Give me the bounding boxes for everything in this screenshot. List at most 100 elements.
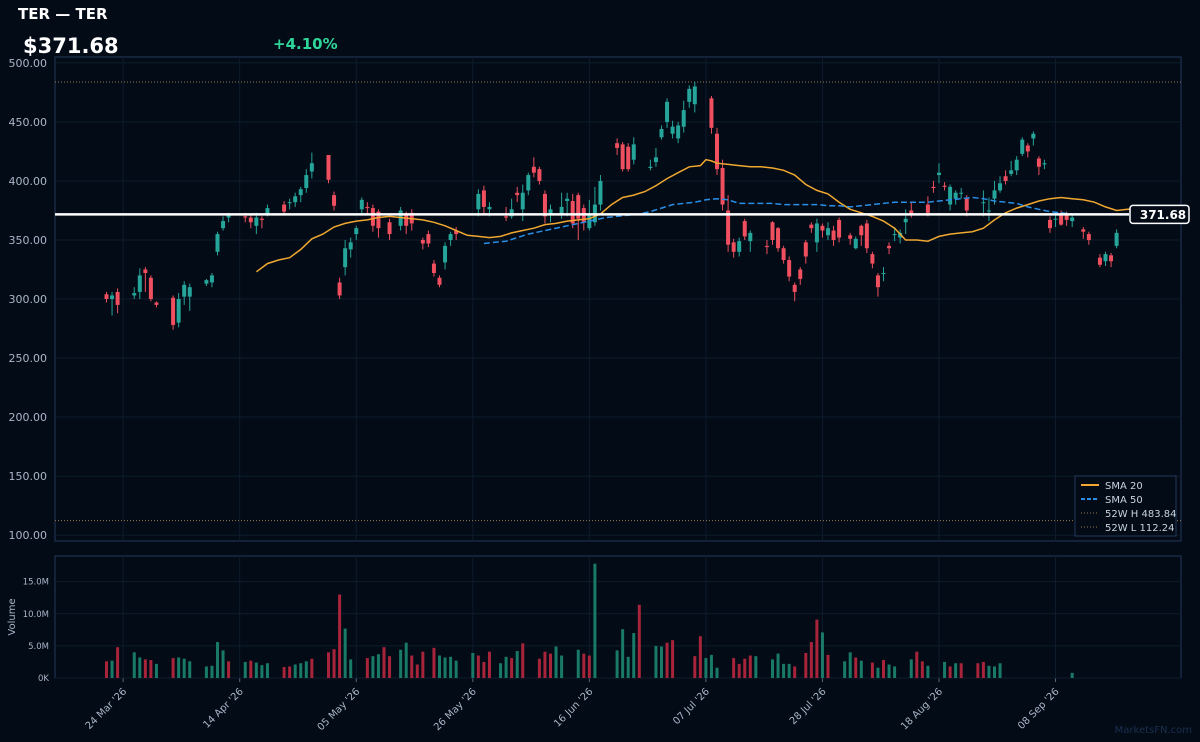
volume-bar — [504, 656, 508, 678]
candle-body — [309, 163, 314, 172]
volume-bar — [809, 642, 813, 678]
candle-body — [359, 199, 364, 210]
candle-body — [515, 192, 520, 196]
volume-bar — [854, 657, 858, 678]
candle-body — [570, 201, 575, 224]
candle-body — [720, 167, 725, 205]
volume-bar — [882, 660, 885, 678]
legend-label: 52W H 483.84 — [1105, 509, 1176, 520]
volume-bar — [132, 652, 136, 678]
price-axis-tick: 300.00 — [9, 293, 48, 306]
volume-bar — [776, 653, 780, 678]
candle-body — [209, 275, 214, 283]
volume-bar — [804, 652, 808, 678]
volume-bar — [371, 656, 375, 678]
volume-bar — [177, 657, 181, 678]
volume-bar — [499, 663, 503, 678]
candle-body — [1097, 257, 1102, 265]
volume-bar — [782, 663, 786, 678]
candle-body — [426, 234, 431, 244]
candle-body — [420, 239, 425, 244]
volume-bar — [338, 594, 342, 678]
price-axis-tick: 500.00 — [9, 57, 48, 70]
volume-bar — [521, 643, 525, 678]
candle-body — [104, 294, 109, 299]
volume-bar — [332, 649, 336, 678]
candle-body — [1064, 214, 1069, 220]
candle-body — [176, 299, 181, 323]
candle-body — [715, 133, 719, 170]
candle-body — [676, 125, 681, 139]
volume-axis-label: Volume — [7, 598, 18, 635]
volume-bar — [576, 649, 580, 678]
candle-body — [948, 186, 953, 205]
volume-bar — [438, 655, 441, 678]
volume-bar — [415, 664, 419, 678]
candle-body — [687, 88, 692, 102]
volume-bar — [432, 647, 436, 678]
candle-body — [626, 146, 631, 170]
volume-bar — [893, 666, 897, 678]
candle-body — [526, 175, 531, 191]
candle-body — [887, 245, 892, 249]
candle-body — [787, 260, 792, 277]
volume-bar — [654, 645, 658, 678]
volume-bar — [143, 659, 147, 678]
candle-body — [837, 219, 842, 238]
watermark: MarketsFN.com — [1114, 725, 1192, 736]
candle-body — [248, 217, 253, 223]
candle-body — [692, 86, 697, 105]
volume-bar — [887, 664, 891, 678]
last-price-tag-label: 371.68 — [1140, 208, 1186, 222]
candle-body — [154, 302, 159, 305]
volume-bar — [304, 661, 308, 678]
candle-body — [726, 210, 731, 245]
candle-body — [259, 218, 264, 220]
candle-body — [387, 222, 392, 235]
candle-body — [631, 144, 636, 160]
candle-body — [620, 144, 625, 170]
candle-body — [298, 189, 303, 196]
price-axis-tick: 100.00 — [9, 529, 48, 542]
volume-bar — [826, 654, 830, 678]
candle-body — [831, 230, 836, 240]
candle-body — [137, 275, 142, 292]
volume-bar — [487, 651, 491, 678]
volume-bar — [204, 666, 208, 678]
volume-bar — [621, 629, 625, 678]
volume-bar — [216, 642, 219, 678]
time-axis-tick: 28 Jul '26 — [788, 686, 829, 727]
volume-bar — [210, 665, 214, 678]
volume-bar — [282, 667, 286, 678]
volume-bar — [793, 666, 797, 678]
volume-bar — [660, 646, 663, 678]
candle-body — [476, 193, 481, 210]
candle-body — [964, 198, 969, 211]
candle-body — [820, 225, 825, 231]
volume-bar — [154, 663, 158, 678]
candle-body — [304, 175, 309, 189]
volume-bar — [715, 667, 719, 678]
candle-body — [1036, 158, 1041, 167]
candle-body — [848, 235, 853, 239]
volume-bar — [943, 661, 947, 678]
price-change: +4.10% — [273, 35, 338, 53]
volume-bar — [859, 660, 863, 678]
candle-body — [254, 217, 259, 226]
volume-bar — [560, 655, 564, 678]
volume-bar — [399, 649, 403, 678]
volume-bar — [376, 654, 380, 678]
candle-body — [265, 208, 270, 215]
candle-body — [1114, 232, 1119, 246]
candle-body — [171, 297, 176, 325]
volume-bar — [249, 660, 253, 678]
volume-bar — [704, 658, 708, 678]
candle-body — [881, 273, 886, 275]
volume-bar — [515, 651, 519, 678]
volume-bar — [693, 656, 697, 678]
volume-bar — [343, 628, 347, 678]
candle-body — [959, 192, 964, 194]
price-axis-tick: 350.00 — [9, 234, 48, 247]
volume-bar — [254, 662, 258, 678]
